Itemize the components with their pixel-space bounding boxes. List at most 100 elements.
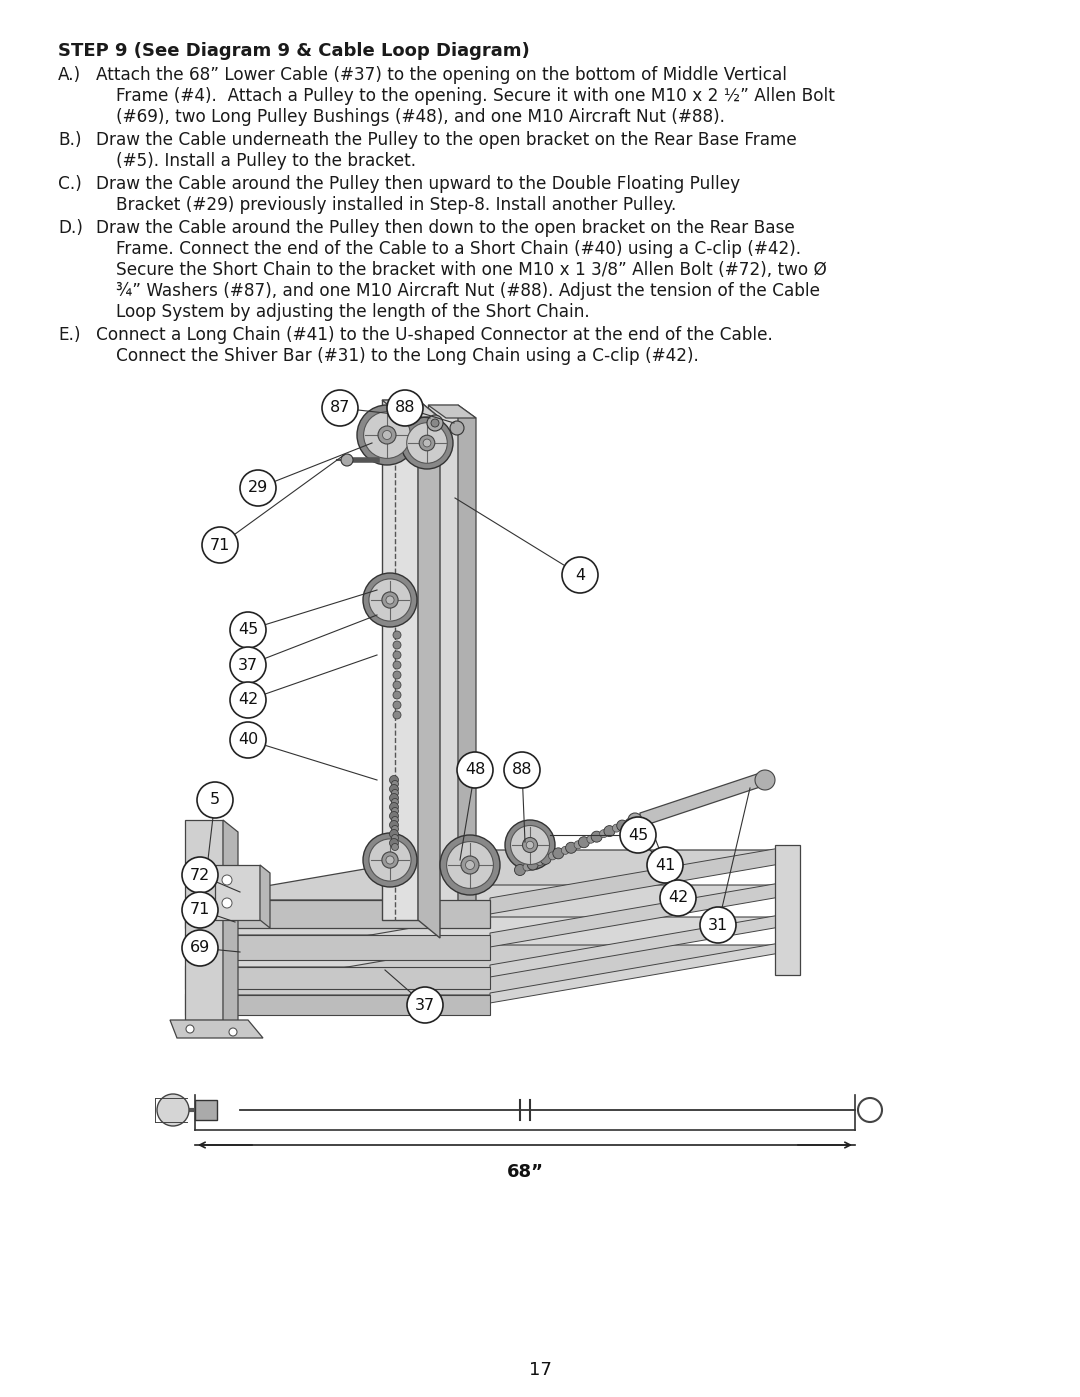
Circle shape (369, 578, 411, 622)
Circle shape (586, 835, 595, 844)
Text: Connect the Shiver Bar (#31) to the Long Chain using a C-clip (#42).: Connect the Shiver Bar (#31) to the Long… (116, 346, 699, 365)
Circle shape (363, 573, 417, 627)
Circle shape (514, 865, 526, 876)
Text: 37: 37 (238, 658, 258, 672)
Text: Frame (#4).  Attach a Pulley to the opening. Secure it with one M10 x 2 ½” Allen: Frame (#4). Attach a Pulley to the openi… (116, 87, 835, 105)
Text: 45: 45 (627, 827, 648, 842)
Text: Draw the Cable around the Pulley then upward to the Double Floating Pulley: Draw the Cable around the Pulley then up… (96, 175, 740, 193)
Circle shape (390, 838, 399, 848)
Circle shape (627, 813, 642, 827)
Circle shape (230, 647, 266, 683)
Circle shape (390, 785, 399, 793)
Circle shape (625, 819, 633, 827)
Circle shape (393, 631, 401, 638)
Circle shape (604, 826, 615, 837)
Circle shape (549, 852, 556, 861)
Circle shape (579, 837, 590, 848)
Circle shape (617, 820, 627, 831)
Circle shape (391, 799, 399, 806)
Circle shape (755, 770, 775, 789)
Circle shape (230, 682, 266, 718)
Polygon shape (775, 845, 800, 975)
Text: 87: 87 (329, 401, 350, 415)
Polygon shape (222, 820, 238, 1032)
Circle shape (536, 858, 543, 866)
Circle shape (427, 415, 443, 432)
Circle shape (229, 1028, 237, 1037)
Polygon shape (418, 400, 440, 937)
Circle shape (390, 793, 399, 802)
Circle shape (391, 834, 399, 841)
Circle shape (391, 826, 399, 833)
Circle shape (390, 775, 399, 785)
Polygon shape (490, 943, 780, 1003)
Circle shape (540, 854, 551, 865)
Circle shape (183, 893, 218, 928)
Circle shape (391, 781, 399, 788)
Polygon shape (185, 886, 780, 935)
Circle shape (423, 439, 431, 447)
Text: A.): A.) (58, 66, 81, 84)
Text: 4: 4 (575, 567, 585, 583)
Polygon shape (382, 400, 440, 418)
Text: 40: 40 (238, 732, 258, 747)
Polygon shape (185, 944, 780, 995)
Circle shape (230, 722, 266, 759)
Circle shape (393, 680, 401, 689)
Circle shape (382, 430, 391, 440)
Circle shape (457, 752, 492, 788)
Text: Bracket (#29) previously installed in Step-8. Install another Pulley.: Bracket (#29) previously installed in St… (116, 196, 676, 214)
Text: 68”: 68” (507, 1162, 543, 1180)
Polygon shape (170, 1020, 264, 1038)
Polygon shape (640, 773, 760, 827)
Circle shape (393, 711, 401, 719)
Circle shape (393, 651, 401, 659)
Circle shape (575, 841, 582, 849)
Polygon shape (185, 820, 222, 1020)
Circle shape (431, 419, 438, 427)
Circle shape (363, 833, 417, 887)
Circle shape (407, 988, 443, 1023)
Polygon shape (428, 405, 458, 909)
Circle shape (390, 802, 399, 812)
Circle shape (369, 840, 411, 882)
Circle shape (393, 701, 401, 710)
Circle shape (440, 835, 500, 895)
Text: Attach the 68” Lower Cable (#37) to the opening on the bottom of Middle Vertical: Attach the 68” Lower Cable (#37) to the … (96, 66, 787, 84)
Circle shape (553, 848, 564, 859)
Text: Draw the Cable around the Pulley then down to the open bracket on the Rear Base: Draw the Cable around the Pulley then do… (96, 219, 795, 237)
Circle shape (393, 661, 401, 669)
Circle shape (647, 847, 683, 883)
Polygon shape (195, 1099, 217, 1120)
Polygon shape (260, 865, 270, 928)
Text: E.): E.) (58, 326, 81, 344)
Circle shape (230, 612, 266, 648)
Circle shape (523, 837, 538, 852)
Text: C.): C.) (58, 175, 82, 193)
Circle shape (341, 454, 353, 467)
Circle shape (660, 880, 696, 916)
Polygon shape (458, 405, 476, 915)
Text: Secure the Short Chain to the bracket with one M10 x 1 3/8” Allen Bolt (#72), tw: Secure the Short Chain to the bracket wi… (116, 261, 827, 279)
Circle shape (450, 420, 464, 434)
Text: 88: 88 (395, 401, 415, 415)
Circle shape (401, 416, 453, 469)
Polygon shape (185, 995, 490, 1016)
Text: 69: 69 (190, 940, 211, 956)
Circle shape (504, 752, 540, 788)
Text: 29: 29 (248, 481, 268, 496)
Text: 48: 48 (464, 763, 485, 778)
Text: 45: 45 (238, 623, 258, 637)
Circle shape (382, 592, 399, 608)
Circle shape (393, 692, 401, 698)
Polygon shape (382, 400, 418, 921)
Text: STEP 9 (See Diagram 9 & Cable Loop Diagram): STEP 9 (See Diagram 9 & Cable Loop Diagr… (58, 42, 530, 60)
Circle shape (391, 807, 399, 814)
Circle shape (357, 405, 417, 465)
Text: 72: 72 (190, 868, 211, 883)
Text: 88: 88 (512, 763, 532, 778)
Circle shape (387, 390, 423, 426)
Text: 17: 17 (528, 1361, 552, 1379)
Polygon shape (490, 883, 780, 947)
Text: 42: 42 (667, 890, 688, 905)
